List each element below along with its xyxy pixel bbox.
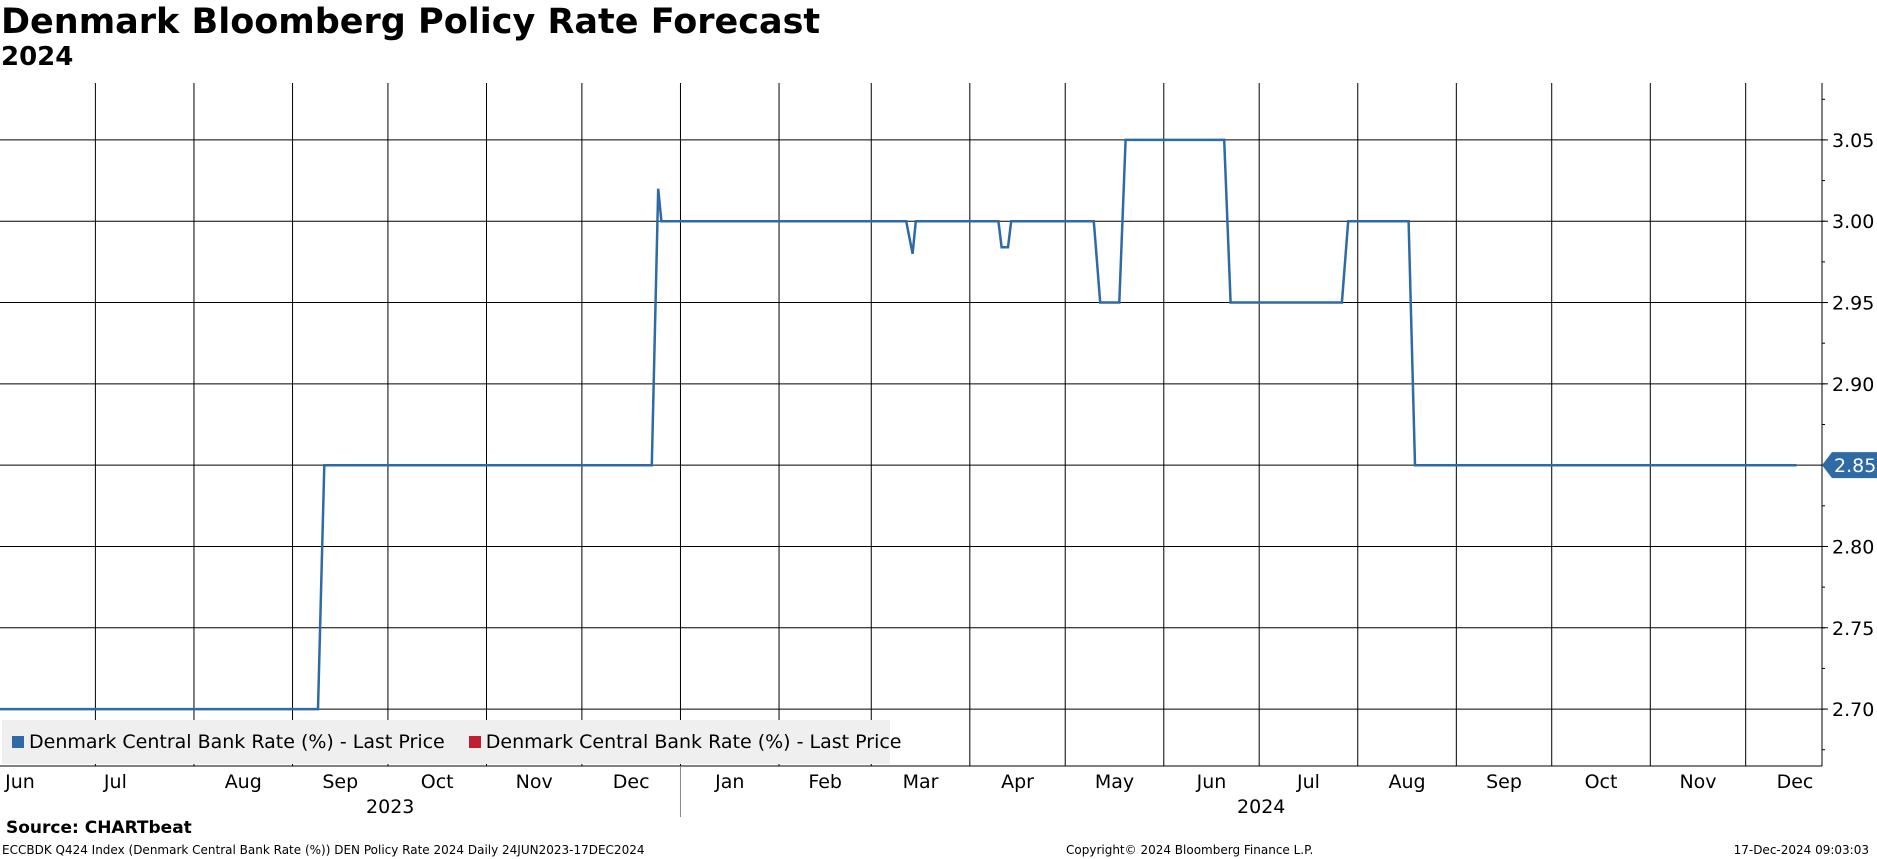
chart-subtitle: 2024 bbox=[1, 42, 74, 72]
x-tick-label: Oct bbox=[1585, 771, 1618, 793]
y-tick-label: 2.90 bbox=[1832, 374, 1874, 396]
x-tick-label: Oct bbox=[421, 771, 454, 793]
x-tick-label: Jun bbox=[4, 771, 35, 793]
legend-swatch-blue-icon bbox=[12, 736, 24, 748]
x-tick-label: Nov bbox=[516, 771, 553, 793]
footer-copyright: Copyright© 2024 Bloomberg Finance L.P. bbox=[1066, 843, 1314, 857]
x-tick-label: Jun bbox=[1196, 771, 1227, 793]
x-tick-label: Mar bbox=[903, 771, 939, 793]
y-tick-label: 2.95 bbox=[1832, 293, 1874, 315]
y-tick-label: 3.05 bbox=[1832, 130, 1874, 152]
x-tick-label: Dec bbox=[1777, 771, 1814, 793]
last-value-marker: 2.85 bbox=[1822, 452, 1877, 479]
year-label: 2024 bbox=[1237, 796, 1285, 818]
y-tick-label: 2.70 bbox=[1832, 699, 1874, 721]
grid-lines bbox=[0, 83, 1822, 766]
y-tick-label: 2.75 bbox=[1832, 618, 1874, 640]
x-tick-label: Sep bbox=[1486, 771, 1522, 793]
last-value-badge bbox=[1822, 452, 1877, 479]
y-tick-label: 3.00 bbox=[1832, 211, 1874, 233]
x-tick-label: May bbox=[1095, 771, 1134, 793]
legend-item-series-2: Denmark Central Bank Rate (%) - Last Pri… bbox=[468, 731, 902, 753]
x-tick-label: Aug bbox=[1388, 771, 1425, 793]
legend-label: Denmark Central Bank Rate (%) - Last Pri… bbox=[29, 731, 445, 753]
x-tick-label: Nov bbox=[1679, 771, 1716, 793]
footer-timestamp: 17-Dec-2024 09:03:03 bbox=[1733, 843, 1869, 857]
year-label: 2023 bbox=[366, 796, 414, 818]
x-tick-label: Jul bbox=[103, 771, 127, 793]
x-tick-label: Aug bbox=[225, 771, 262, 793]
legend: Denmark Central Bank Rate (%) - Last Pri… bbox=[2, 720, 902, 764]
last-value-label: 2.85 bbox=[1834, 455, 1876, 477]
x-tick-label: Sep bbox=[322, 771, 358, 793]
x-tick-label: Dec bbox=[613, 771, 650, 793]
legend-swatch-red-icon bbox=[468, 736, 481, 748]
source-note: Source: CHARTbeat bbox=[6, 818, 192, 838]
x-tick-label: Jul bbox=[1296, 771, 1320, 793]
x-tick-label: Apr bbox=[1001, 771, 1034, 793]
chart-title: Denmark Bloomberg Policy Rate Forecast bbox=[1, 2, 821, 42]
legend-label: Denmark Central Bank Rate (%) - Last Pri… bbox=[485, 731, 902, 753]
y-tick-label: 2.80 bbox=[1832, 536, 1874, 558]
legend-item-series-1: Denmark Central Bank Rate (%) - Last Pri… bbox=[12, 731, 445, 753]
x-tick-label: Feb bbox=[808, 771, 842, 793]
x-tick-label: Jan bbox=[714, 771, 744, 793]
series-lines bbox=[0, 138, 1797, 711]
footer-ticker-info: ECCBDK Q424 Index (Denmark Central Bank … bbox=[2, 843, 645, 857]
series-line-1 bbox=[0, 138, 1797, 711]
axes: 3.05 3.00 2.95 2.90 2.85 2.80 2.75 2.70 Jun Jul Au… bbox=[0, 83, 1877, 818]
